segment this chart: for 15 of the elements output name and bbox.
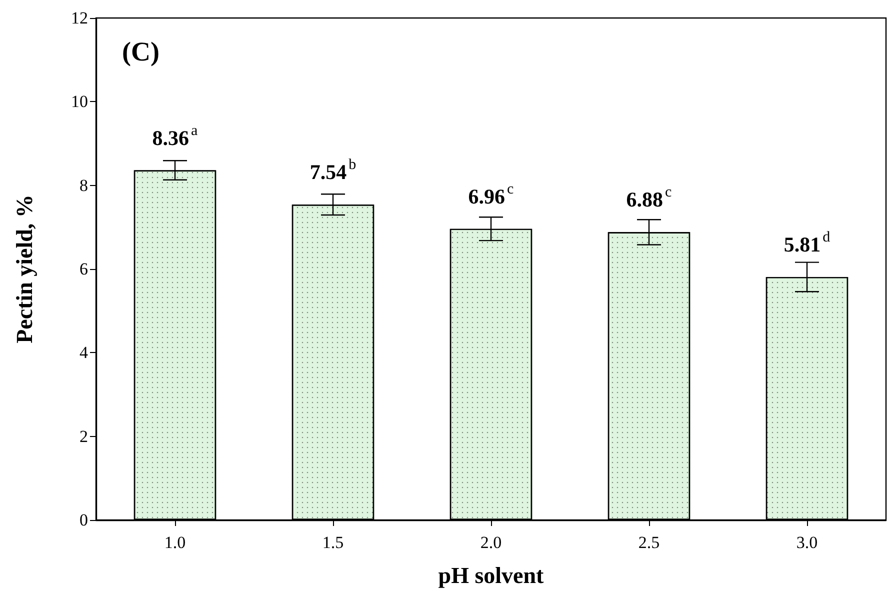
annotation: (C) xyxy=(122,36,160,66)
x-tick-label: 1.5 xyxy=(322,533,344,552)
x-tick-label: 1.0 xyxy=(164,533,186,552)
y-tick-label: 4 xyxy=(80,343,88,362)
y-tick-label: 12 xyxy=(71,8,88,28)
y-axis-title: Pectin yield, % xyxy=(12,194,37,344)
y-tick-label: 10 xyxy=(71,92,88,112)
x-tick-label: 3.0 xyxy=(796,533,818,552)
x-tick-label: 2.5 xyxy=(638,533,660,552)
y-tick-label: 0 xyxy=(80,510,88,530)
x-tick-label: 2.0 xyxy=(480,533,502,552)
y-tick-label: 6 xyxy=(80,260,88,278)
y-tick-label: 2 xyxy=(80,426,88,446)
x-axis-title: pH solvent xyxy=(438,563,544,588)
y-tick-label: 8 xyxy=(80,176,88,195)
